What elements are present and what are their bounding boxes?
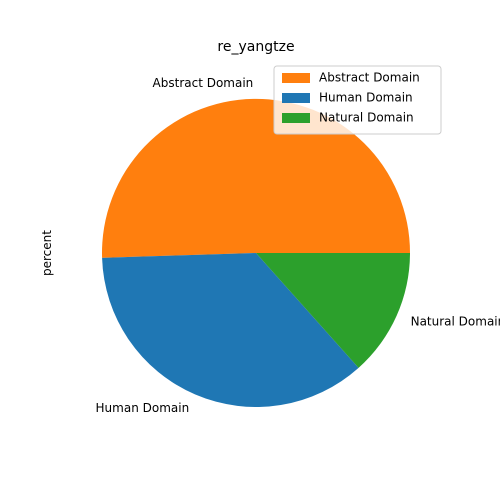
slice-label-abstract-domain: Abstract Domain xyxy=(153,76,254,90)
legend-label-abstract-domain: Abstract Domain xyxy=(319,71,420,85)
pie-slices xyxy=(102,98,411,407)
slice-label-natural-domain: Natural Domain xyxy=(411,315,500,329)
chart-title: re_yangtze xyxy=(217,39,294,55)
legend-swatch-human-domain xyxy=(282,93,310,103)
legend-label-natural-domain: Natural Domain xyxy=(319,111,414,125)
legend-swatch-abstract-domain xyxy=(282,73,310,83)
slice-label-human-domain: Human Domain xyxy=(96,401,190,415)
pie-slice-natural-domain xyxy=(256,253,410,368)
pie-slice-human-domain xyxy=(102,253,359,407)
legend-items: Abstract Domain Human Domain Natural Domai… xyxy=(282,71,420,125)
legend: Abstract Domain Human Domain Natural Domai… xyxy=(273,65,442,135)
legend-frame xyxy=(273,65,442,135)
legend-label-human-domain: Human Domain xyxy=(319,91,413,105)
y-axis-label: percent xyxy=(40,230,54,276)
pie-slice-labels: Abstract Domain Human Domain Natural Domai… xyxy=(96,76,500,415)
legend-swatch-natural-domain xyxy=(282,113,310,123)
pie-slice-abstract-domain xyxy=(102,98,411,258)
